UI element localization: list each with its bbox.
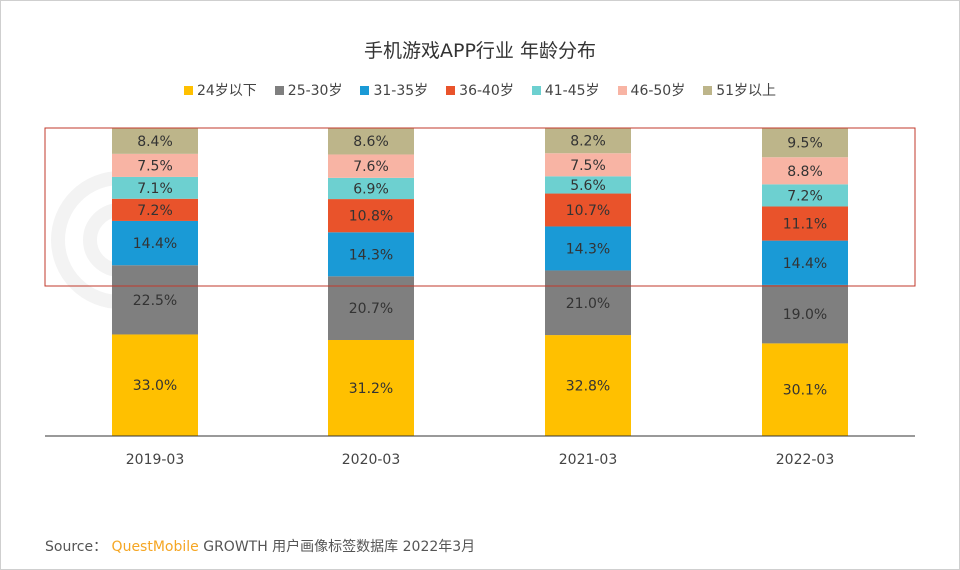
bar-segment — [112, 265, 198, 335]
source-brand: QuestMobile — [111, 539, 199, 555]
data-label: 5.6% — [570, 178, 606, 194]
legend-label: 46-50岁 — [630, 83, 686, 99]
data-label: 8.2% — [570, 134, 606, 150]
legend-item: 31-35岁 — [360, 80, 428, 100]
data-label: 8.6% — [353, 134, 389, 150]
data-label: 9.5% — [787, 136, 823, 152]
legend-item: 36-40岁 — [446, 80, 514, 100]
legend-label: 51岁以上 — [716, 83, 777, 99]
bar-segment — [545, 226, 631, 271]
source-label: Source： — [45, 539, 108, 555]
legend-swatch — [446, 85, 456, 95]
data-label: 20.7% — [349, 301, 393, 317]
legend: 24岁以下 25-30岁 31-35岁 36-40岁 41-45岁 46-50岁 51岁以上 — [0, 80, 960, 100]
chart-title: 手机游戏APP行业 年龄分布 — [364, 40, 596, 62]
bar-segment — [328, 128, 414, 155]
data-label: 10.7% — [566, 203, 610, 219]
bar-segment — [762, 240, 848, 285]
legend-label: 36-40岁 — [459, 83, 514, 99]
legend-item: 25-30岁 — [274, 80, 343, 100]
bar-segment — [545, 153, 631, 177]
legend-item: 41-45岁 — [531, 80, 600, 100]
x-tick-label: 2021-03 — [559, 452, 618, 468]
legend-item: 24岁以下 — [183, 80, 257, 100]
legend-label: 41-45岁 — [544, 83, 600, 99]
legend-swatch — [274, 85, 284, 95]
data-label: 14.4% — [783, 256, 827, 272]
bar-segment — [762, 128, 848, 158]
bar-segment — [545, 128, 631, 154]
data-label: 19.0% — [783, 307, 827, 323]
data-label: 14.4% — [133, 236, 177, 252]
source-note: Source： QuestMobile GROWTH 用户画像标签数据库 202… — [45, 536, 475, 556]
data-label: 7.5% — [570, 158, 606, 174]
data-label: 32.8% — [566, 379, 610, 395]
bar-segment — [762, 284, 848, 344]
bar-segment — [545, 176, 631, 194]
data-label: 7.6% — [353, 159, 389, 175]
x-tick-label: 2019-03 — [126, 452, 185, 468]
data-label: 7.2% — [787, 188, 823, 204]
bar-segment — [545, 335, 631, 436]
bar-segment — [112, 128, 198, 154]
bar-segment — [112, 198, 198, 221]
legend-swatch — [183, 85, 193, 95]
data-label: 8.4% — [137, 134, 173, 150]
bar-segment — [545, 193, 631, 227]
legend-label: 31-35岁 — [373, 83, 429, 99]
bar-segment — [328, 276, 414, 340]
data-label: 11.1% — [783, 217, 827, 233]
legend-swatch — [360, 85, 370, 95]
bar-segment — [762, 184, 848, 207]
highlight-box — [44, 127, 916, 287]
data-label: 7.2% — [137, 203, 173, 219]
bar-segment — [112, 153, 198, 177]
data-label: 31.2% — [349, 381, 393, 397]
data-label: 7.5% — [137, 158, 173, 174]
x-tick-label: 2022-03 — [776, 452, 835, 468]
bar-segment — [112, 176, 198, 199]
legend-swatch — [703, 85, 713, 95]
legend-item: 51岁以上 — [703, 80, 776, 100]
bar-segment — [328, 199, 414, 233]
legend-swatch — [617, 85, 627, 95]
bar-segment — [545, 270, 631, 336]
data-label: 22.5% — [133, 293, 177, 309]
data-label: 14.3% — [349, 247, 393, 263]
data-label: 14.3% — [566, 241, 610, 257]
bar-segment — [328, 232, 414, 277]
data-label: 21.0% — [566, 296, 610, 312]
legend-item: 46-50岁 — [617, 80, 686, 100]
data-label: 10.8% — [349, 209, 393, 225]
data-label: 7.1% — [137, 181, 173, 197]
bar-segment — [762, 343, 848, 436]
data-label: 33.0% — [133, 378, 177, 394]
bar-segment — [762, 157, 848, 185]
bar-segment — [328, 177, 414, 200]
data-label: 8.8% — [787, 164, 823, 180]
bar-segment — [112, 220, 198, 266]
data-label: 30.1% — [783, 383, 827, 399]
bar-segment — [328, 154, 414, 178]
legend-label: 25-30岁 — [287, 83, 343, 99]
bar-segment — [762, 206, 848, 241]
source-text: GROWTH 用户画像标签数据库 2022年3月 — [203, 539, 476, 555]
x-tick-label: 2020-03 — [342, 452, 401, 468]
bar-segment — [328, 340, 414, 436]
legend-label: 24岁以下 — [196, 83, 257, 99]
bar-segment — [112, 334, 198, 436]
legend-swatch — [531, 85, 541, 95]
data-label: 6.9% — [353, 181, 389, 197]
